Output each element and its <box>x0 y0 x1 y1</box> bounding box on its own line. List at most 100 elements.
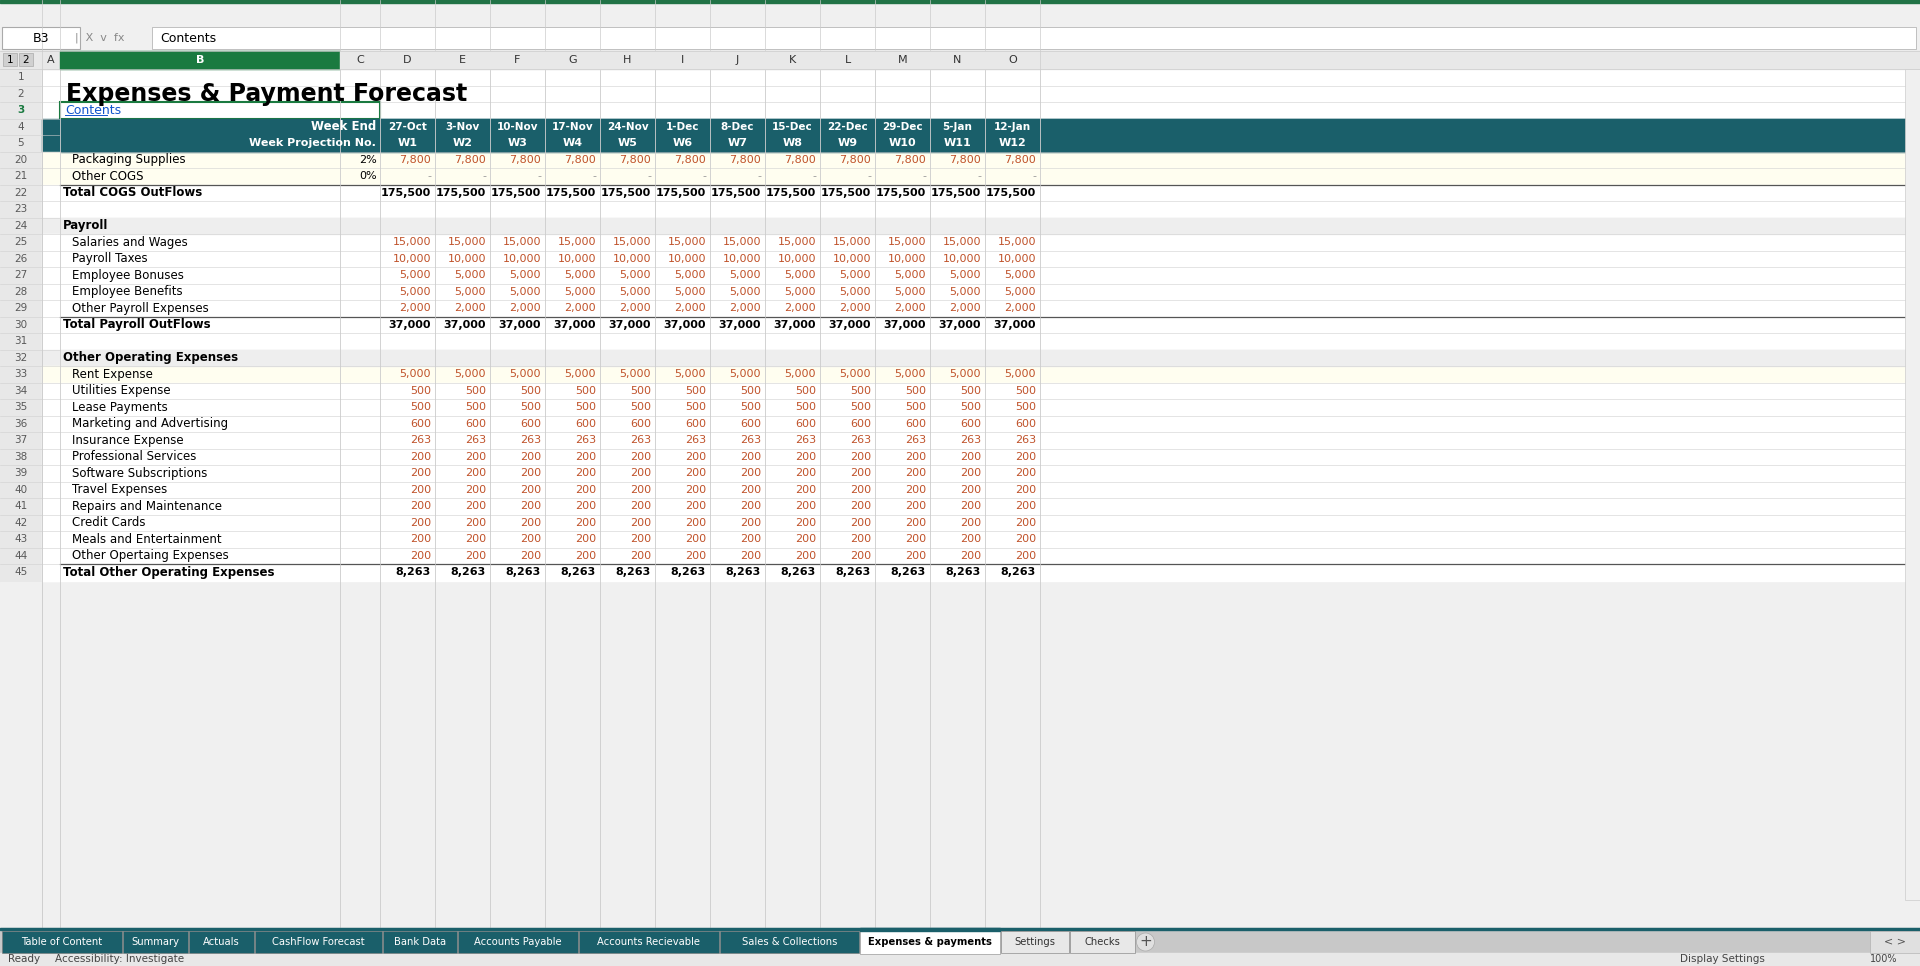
Bar <box>60 135 1920 152</box>
Text: 500: 500 <box>465 385 486 396</box>
Bar <box>0 168 1920 185</box>
Text: 15,000: 15,000 <box>612 238 651 247</box>
Text: -: - <box>647 171 651 182</box>
Bar <box>0 51 42 69</box>
Bar <box>860 928 1000 931</box>
Text: 175,500: 175,500 <box>876 187 925 198</box>
Bar <box>42 448 60 465</box>
Bar <box>42 152 60 168</box>
Bar <box>60 119 1920 135</box>
Bar <box>0 69 1920 86</box>
Text: 5,000: 5,000 <box>950 270 981 280</box>
Text: 200: 200 <box>795 452 816 462</box>
Text: 37,000: 37,000 <box>939 320 981 329</box>
Bar <box>0 383 1920 399</box>
Text: Total Payroll OutFlows: Total Payroll OutFlows <box>63 318 211 331</box>
Text: 37,000: 37,000 <box>609 320 651 329</box>
Text: 10,000: 10,000 <box>998 254 1037 264</box>
Bar <box>0 300 42 317</box>
Text: 600: 600 <box>739 418 760 429</box>
Text: Meals and Entertainment: Meals and Entertainment <box>73 533 221 546</box>
Text: 41: 41 <box>13 501 27 511</box>
Text: 5,000: 5,000 <box>399 270 430 280</box>
Text: 10,000: 10,000 <box>668 254 707 264</box>
Text: 8,263: 8,263 <box>670 567 707 578</box>
Text: 5,000: 5,000 <box>509 369 541 380</box>
Text: 200: 200 <box>685 485 707 495</box>
Text: 2,000: 2,000 <box>564 303 595 313</box>
Text: 35: 35 <box>13 402 27 412</box>
Text: Packaging Supplies: Packaging Supplies <box>73 154 186 166</box>
Text: 200: 200 <box>904 534 925 544</box>
Text: 8,263: 8,263 <box>616 567 651 578</box>
Text: 200: 200 <box>409 551 430 560</box>
Text: 200: 200 <box>795 534 816 544</box>
Bar <box>0 350 1920 366</box>
Bar <box>459 931 578 953</box>
Text: W5: W5 <box>618 138 637 148</box>
Text: 5,000: 5,000 <box>895 369 925 380</box>
Text: 3: 3 <box>17 105 25 115</box>
Text: -: - <box>591 171 595 182</box>
Text: Employee Bonuses: Employee Bonuses <box>73 269 184 282</box>
Text: 5,000: 5,000 <box>1004 287 1037 297</box>
Text: 200: 200 <box>739 452 760 462</box>
Text: 200: 200 <box>630 452 651 462</box>
Text: 5,000: 5,000 <box>785 287 816 297</box>
Text: 500: 500 <box>904 402 925 412</box>
Text: 15,000: 15,000 <box>392 238 430 247</box>
Text: 7,800: 7,800 <box>399 155 430 165</box>
Text: 38: 38 <box>13 452 27 462</box>
Text: E: E <box>459 55 467 65</box>
Text: 10,000: 10,000 <box>503 254 541 264</box>
Text: 8,263: 8,263 <box>505 567 541 578</box>
Text: 10,000: 10,000 <box>833 254 872 264</box>
Bar <box>42 119 60 135</box>
Text: Travel Expenses: Travel Expenses <box>73 483 167 497</box>
Text: Contents: Contents <box>159 32 217 44</box>
Text: 40: 40 <box>15 485 27 495</box>
Text: Week End: Week End <box>311 120 376 133</box>
Text: 500: 500 <box>685 385 707 396</box>
Text: W8: W8 <box>783 138 803 148</box>
Text: 5,000: 5,000 <box>509 270 541 280</box>
Text: 5,000: 5,000 <box>839 369 872 380</box>
Bar <box>42 283 60 300</box>
Text: 263: 263 <box>520 436 541 445</box>
Text: 5,000: 5,000 <box>509 287 541 297</box>
Bar <box>42 267 60 283</box>
Text: 200: 200 <box>795 551 816 560</box>
Text: 10,000: 10,000 <box>943 254 981 264</box>
Bar <box>0 432 42 448</box>
Text: 500: 500 <box>685 402 707 412</box>
Bar <box>60 102 380 119</box>
Text: 200: 200 <box>574 501 595 511</box>
Text: 2,000: 2,000 <box>839 303 872 313</box>
Bar <box>710 51 764 69</box>
Bar <box>0 234 1920 250</box>
Text: 175,500: 175,500 <box>766 187 816 198</box>
Text: 37,000: 37,000 <box>829 320 872 329</box>
Bar <box>0 51 1920 69</box>
Text: 500: 500 <box>411 385 430 396</box>
Bar <box>0 267 42 283</box>
Text: 10-Nov: 10-Nov <box>497 122 538 131</box>
Text: 5,000: 5,000 <box>564 270 595 280</box>
Bar <box>0 465 1920 481</box>
Text: Professional Services: Professional Services <box>73 450 196 464</box>
Text: Display Settings: Display Settings <box>1680 954 1764 964</box>
Text: 200: 200 <box>409 469 430 478</box>
Bar <box>0 564 42 581</box>
Bar <box>340 51 380 69</box>
Text: 5,000: 5,000 <box>620 369 651 380</box>
Text: F: F <box>515 55 520 65</box>
Bar <box>42 366 60 383</box>
Text: 600: 600 <box>411 418 430 429</box>
Text: 5,000: 5,000 <box>674 369 707 380</box>
Text: 200: 200 <box>960 534 981 544</box>
Text: 263: 263 <box>630 436 651 445</box>
Text: 5,000: 5,000 <box>674 287 707 297</box>
Bar <box>655 51 710 69</box>
Text: 200: 200 <box>520 518 541 527</box>
Text: 200: 200 <box>465 452 486 462</box>
